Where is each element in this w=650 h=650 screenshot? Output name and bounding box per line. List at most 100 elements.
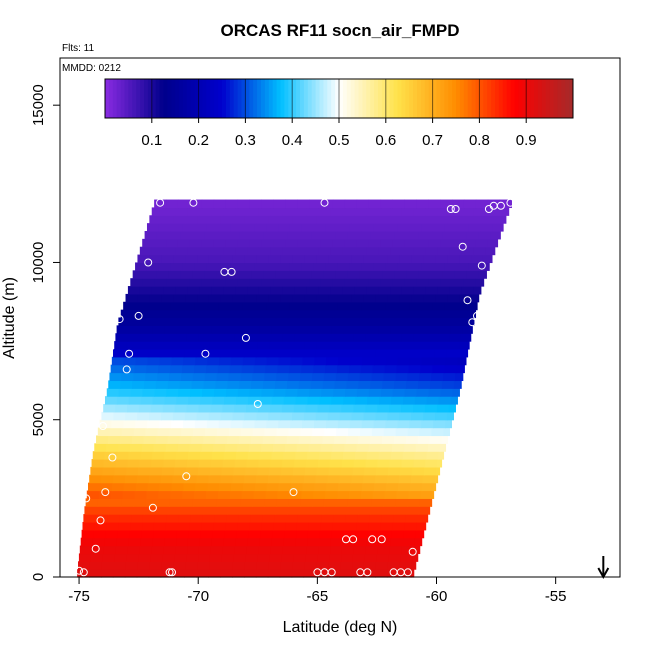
heatmap-cell xyxy=(197,561,210,570)
heatmap-cell xyxy=(313,364,326,374)
heatmap-cell xyxy=(282,286,296,295)
heatmap-cell xyxy=(375,293,389,303)
heatmap-cell xyxy=(217,490,231,499)
heatmap-cell xyxy=(89,474,102,484)
heatmap-cell xyxy=(385,262,398,271)
heatmap-cell xyxy=(161,341,175,350)
heatmap-cell xyxy=(176,529,190,539)
colorbar-segment xyxy=(311,79,317,118)
heatmap-cell xyxy=(149,411,162,421)
heatmap-cell xyxy=(244,348,257,358)
heatmap-cell xyxy=(223,207,236,216)
heatmap-cell xyxy=(435,466,441,476)
data-point xyxy=(201,349,210,358)
heatmap-cell xyxy=(389,459,402,468)
heatmap-cell xyxy=(291,474,305,484)
heatmap-cell xyxy=(161,293,174,303)
heatmap-cell xyxy=(137,411,150,421)
heatmap-cell xyxy=(360,364,374,374)
heatmap-cell xyxy=(454,231,467,240)
heatmap-cell xyxy=(492,223,504,232)
heatmap-cell xyxy=(373,301,386,311)
heatmap-cell xyxy=(417,435,431,444)
heatmap-cell xyxy=(313,262,327,271)
heatmap-cell xyxy=(118,317,131,326)
heatmap-cell xyxy=(278,223,291,232)
colorbar-segment xyxy=(487,79,492,118)
heatmap-cell xyxy=(166,278,179,287)
colorbar-segment xyxy=(502,79,508,118)
heatmap-cell xyxy=(363,293,377,303)
heatmap-cell xyxy=(278,482,292,492)
heatmap-cell xyxy=(143,435,157,444)
heatmap-cell xyxy=(349,262,363,271)
heatmap-cell xyxy=(347,498,361,507)
heatmap-cell xyxy=(404,238,417,248)
heatmap-cell xyxy=(342,325,356,334)
heatmap-cell xyxy=(412,553,419,562)
heatmap-cell xyxy=(320,278,334,287)
heatmap-cell xyxy=(90,553,104,562)
heatmap-cell xyxy=(285,521,298,531)
heatmap-cell xyxy=(376,466,389,476)
heatmap-cell xyxy=(345,388,358,397)
heatmap-cell xyxy=(471,215,484,224)
heatmap-cell xyxy=(353,333,367,342)
heatmap-cell xyxy=(300,427,313,437)
heatmap-cell xyxy=(149,293,162,303)
heatmap-cell xyxy=(175,286,189,295)
heatmap-cell xyxy=(96,435,109,444)
data-point xyxy=(496,201,505,210)
heatmap-cell xyxy=(401,286,415,295)
y-tick-label: 15000 xyxy=(30,84,47,126)
heatmap-cell xyxy=(156,270,170,279)
heatmap-cell xyxy=(112,569,126,578)
colorbar-segment xyxy=(569,79,574,118)
heatmap-cell xyxy=(423,254,436,264)
heatmap-cell xyxy=(128,325,142,334)
heatmap-cell xyxy=(328,293,341,303)
heatmap-cell xyxy=(323,231,336,240)
heatmap-cell xyxy=(443,427,451,437)
heatmap-cell xyxy=(359,498,373,507)
heatmap-cell xyxy=(422,348,436,358)
heatmap-cell xyxy=(166,238,179,248)
heatmap-cell xyxy=(370,270,384,279)
colorbar-segment xyxy=(358,79,363,118)
heatmap-cell xyxy=(174,553,187,562)
heatmap-cell xyxy=(168,270,181,279)
data-point xyxy=(134,311,143,320)
heatmap-cell xyxy=(170,301,184,311)
data-point xyxy=(156,198,165,207)
heatmap-cell xyxy=(220,293,234,303)
heatmap-cell xyxy=(262,514,275,523)
colorbar-segment xyxy=(140,79,145,118)
heatmap-cell xyxy=(323,309,336,319)
heatmap-cell xyxy=(294,246,308,256)
heatmap-cell xyxy=(182,262,196,271)
heatmap-cell xyxy=(432,490,435,499)
heatmap-cell xyxy=(197,254,210,264)
heatmap-cell xyxy=(401,404,414,413)
heatmap-cell xyxy=(160,474,174,484)
heatmap-cell xyxy=(233,341,246,350)
heatmap-cell xyxy=(418,231,432,240)
plot-frame xyxy=(59,57,621,578)
colorbar-tick-label: 0.3 xyxy=(235,132,256,149)
heatmap-cell xyxy=(232,561,246,570)
heatmap-cell xyxy=(221,466,234,476)
heatmap-cell xyxy=(260,529,273,539)
colorbar-segment xyxy=(292,79,297,118)
heatmap-cell xyxy=(319,325,332,334)
heatmap-cell xyxy=(118,443,131,452)
arrow-head xyxy=(597,567,610,580)
heatmap-cell xyxy=(188,529,202,539)
heatmap-cell xyxy=(192,270,205,279)
heatmap-cell xyxy=(369,514,382,523)
heatmap-cell xyxy=(400,341,413,350)
heatmap-cell xyxy=(173,215,186,224)
heatmap-cell xyxy=(184,348,198,358)
heatmap-cell xyxy=(131,514,144,523)
heatmap-cell xyxy=(263,309,277,319)
heatmap-cell xyxy=(411,254,424,264)
